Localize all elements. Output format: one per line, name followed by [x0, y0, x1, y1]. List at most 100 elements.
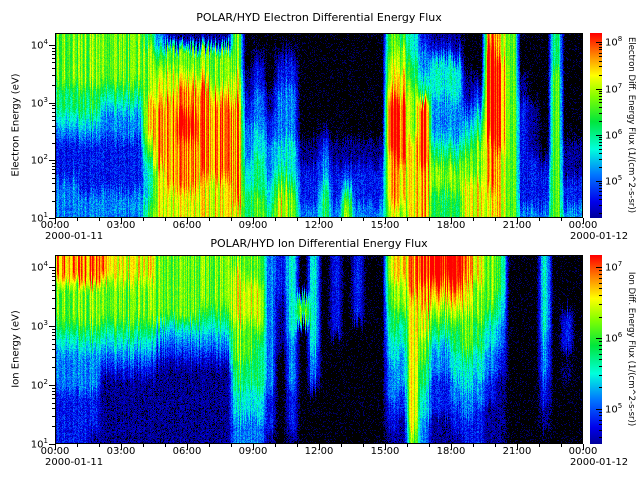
y-axis-major-tick: [49, 325, 55, 327]
colorbar-minor-tick: [599, 213, 602, 215]
x-axis-tick: [341, 218, 342, 221]
colorbar-minor-tick: [599, 270, 602, 272]
electron-colorbar: [590, 33, 602, 218]
y-axis-minor-tick: [52, 125, 55, 127]
colorbar-minor-tick: [599, 52, 602, 54]
colorbar-tick-label-exponent: 8: [617, 35, 623, 44]
y-axis-minor-tick: [52, 308, 55, 310]
y-axis-minor-tick: [52, 50, 55, 52]
colorbar-minor-tick: [599, 141, 602, 143]
colorbar-major-tick: [596, 408, 602, 410]
ion-plot-title: POLAR/HYD Ion Differential Energy Flux: [210, 237, 428, 250]
colorbar-minor-tick: [599, 277, 602, 279]
y-axis-minor-tick: [52, 284, 55, 286]
y-tick-label-exponent: 4: [43, 38, 48, 47]
y-tick-label-exponent: 2: [43, 153, 48, 162]
x-axis-tick: [275, 444, 276, 447]
x-axis-tick: [55, 218, 56, 224]
x-tick-label: 21:00: [502, 220, 532, 231]
y-tick-label-exponent: 4: [43, 259, 48, 268]
colorbar-minor-tick: [599, 120, 602, 122]
x-axis-tick: [385, 444, 386, 450]
y-axis-minor-tick: [52, 190, 55, 192]
x-tick-label: 09:00: [238, 220, 268, 231]
colorbar-minor-tick: [599, 288, 602, 290]
colorbar-tick-label: 106: [605, 330, 623, 345]
y-tick-label-exponent: 3: [43, 95, 48, 104]
y-tick-label-exponent: 3: [43, 318, 48, 327]
x-axis-tick: [561, 218, 562, 221]
x-tick-label: 00:00: [40, 446, 70, 457]
x-axis-tick: [363, 444, 364, 447]
ion-y-axis-label: Ion Energy (eV): [10, 310, 22, 388]
x-tick-label: 03:00: [106, 446, 136, 457]
x-tick-label: 15:00: [370, 220, 400, 231]
y-axis-major-tick: [49, 444, 55, 445]
y-axis-minor-tick: [52, 183, 55, 185]
x-axis-tick: [165, 444, 166, 447]
x-axis-tick: [121, 218, 122, 224]
x-axis-tick: [319, 444, 320, 450]
y-axis-minor-tick: [52, 169, 55, 171]
y-axis-minor-tick: [52, 111, 55, 113]
ion-axis-start-date: 2000-01-11: [45, 457, 104, 468]
x-axis-tick: [407, 444, 408, 447]
y-axis-minor-tick: [52, 269, 55, 271]
colorbar-major-tick: [596, 181, 602, 182]
colorbar-minor-tick: [599, 374, 602, 376]
colorbar-major-tick: [596, 267, 602, 269]
y-tick-label-exponent: 2: [43, 377, 48, 386]
y-tick-label: 101: [30, 437, 48, 451]
x-axis-tick: [209, 444, 210, 447]
colorbar-tick-label-exponent: 6: [617, 330, 623, 339]
colorbar-tick-label: 107: [605, 260, 623, 274]
x-axis-tick: [517, 444, 518, 450]
y-tick-label: 102: [30, 377, 48, 392]
x-tick-label: 06:00: [172, 446, 202, 457]
y-axis-minor-tick: [52, 367, 55, 369]
colorbar-minor-tick: [599, 148, 602, 150]
x-tick-label: 12:00: [304, 446, 334, 457]
colorbar-minor-tick: [599, 415, 602, 417]
colorbar-minor-tick: [599, 183, 602, 185]
colorbar-tick-label: 105: [605, 401, 623, 415]
y-axis-minor-tick: [52, 177, 55, 179]
colorbar-major-tick: [596, 337, 602, 339]
x-tick-label: 12:00: [304, 220, 334, 231]
y-axis-minor-tick: [52, 272, 55, 274]
y-axis-minor-tick: [52, 68, 55, 70]
colorbar-minor-tick: [599, 95, 602, 97]
electron-spectrogram: [55, 33, 583, 218]
x-tick-label: 18:00: [436, 220, 466, 231]
colorbar-minor-tick: [599, 158, 602, 160]
y-axis-minor-tick: [52, 390, 55, 392]
x-axis-tick: [451, 444, 452, 450]
x-axis-tick: [583, 218, 584, 224]
colorbar-minor-tick: [599, 359, 602, 361]
colorbar-minor-tick: [599, 56, 602, 58]
colorbar-minor-tick: [599, 74, 602, 76]
colorbar-major-tick: [596, 134, 602, 136]
x-axis-tick: [99, 444, 100, 447]
x-axis-tick: [429, 444, 430, 447]
x-tick-label: 21:00: [502, 446, 532, 457]
y-axis-minor-tick: [52, 290, 55, 292]
colorbar-minor-tick: [599, 282, 602, 284]
colorbar-minor-tick: [599, 66, 602, 68]
colorbar-minor-tick: [599, 90, 602, 92]
colorbar-minor-tick: [599, 205, 602, 207]
electron-colorbar-label: Electron Diff. Energy Flux (1/(cm^2-s-sr…: [626, 36, 636, 214]
ion-colorbar-label: Ion Diff. Energy Flux (1/(cm^2-s-sr)): [626, 271, 636, 427]
x-axis-tick: [407, 218, 408, 221]
x-axis-tick: [539, 444, 540, 447]
y-axis-minor-tick: [52, 47, 55, 49]
x-axis-tick: [253, 218, 254, 224]
y-axis-minor-tick: [52, 387, 55, 389]
colorbar-minor-tick: [599, 153, 602, 155]
colorbar-minor-tick: [599, 188, 602, 190]
y-tick-label: 102: [30, 153, 48, 167]
colorbar-minor-tick: [599, 98, 602, 100]
y-axis-major-tick: [49, 102, 55, 104]
colorbar-minor-tick: [599, 365, 602, 367]
x-axis-tick: [55, 444, 56, 450]
